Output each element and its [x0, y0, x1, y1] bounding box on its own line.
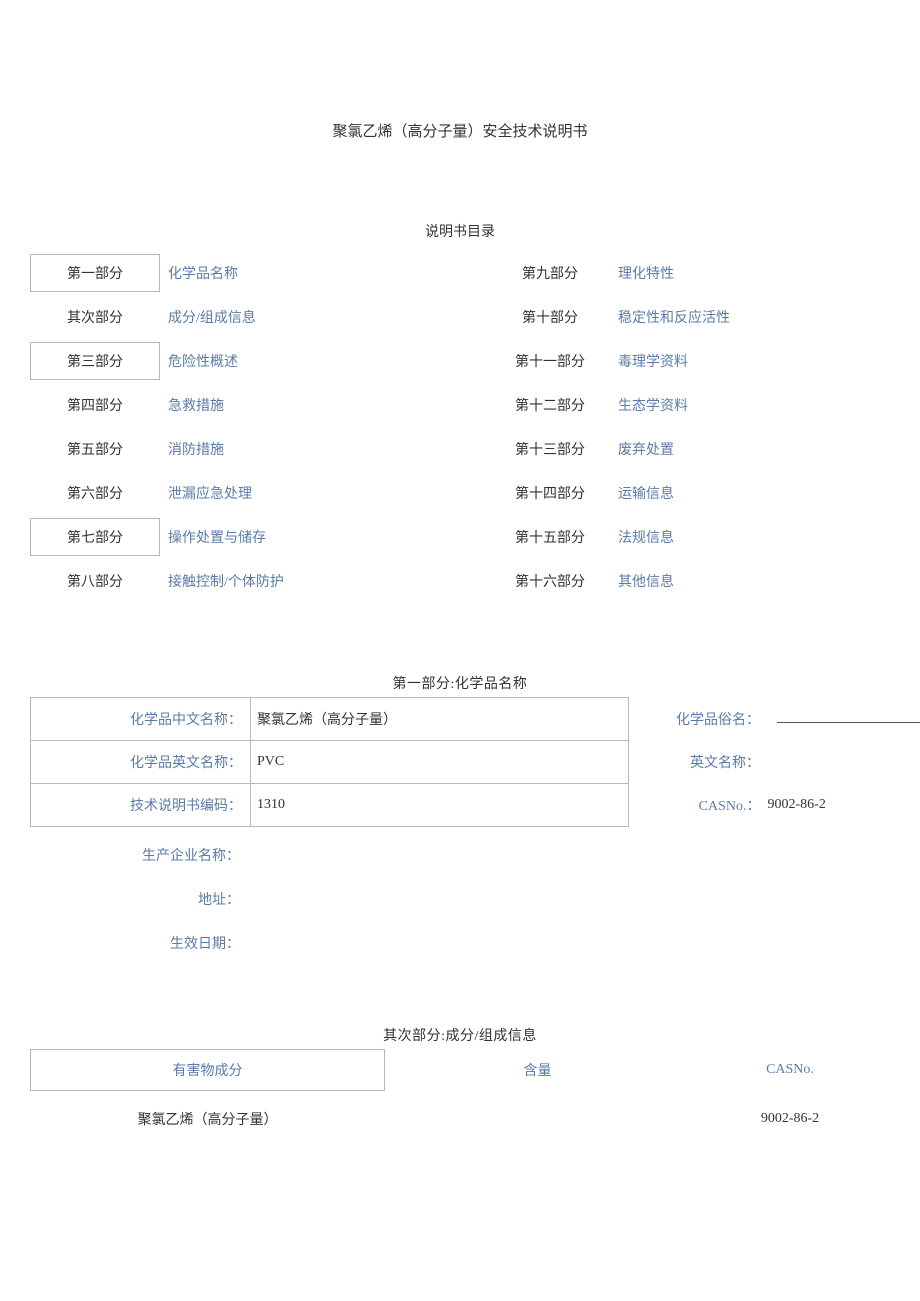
extra-row: 生效日期：: [30, 921, 890, 965]
underline: [777, 722, 920, 723]
extra-row: 生产企业名称：: [30, 833, 890, 877]
toc-left-column: 第一部分化学品名称其次部分成分/组成信息第三部分危险性概述第四部分急救措施第五部…: [30, 251, 470, 603]
toc-link[interactable]: 废弃处置: [610, 439, 674, 459]
toc-row: 第十三部分废弃处置: [490, 427, 890, 471]
toc-part-label: 第四部分: [30, 387, 160, 423]
table-row: 化学品中文名称：聚氯乙烯（高分子量）化学品俗名：: [31, 698, 919, 741]
toc-row: 其次部分成分/组成信息: [30, 295, 470, 339]
field-label: 化学品英文名称：: [31, 741, 251, 784]
toc-row: 第一部分化学品名称: [30, 251, 470, 295]
toc-part-label: 第五部分: [30, 431, 160, 467]
toc-row: 第十一部分毒理学资料: [490, 339, 890, 383]
toc-row: 第六部分泄漏应急处理: [30, 471, 470, 515]
field-value: 聚氯乙烯（高分子量）: [251, 698, 629, 741]
toc-part-label: 第十二部分: [490, 387, 610, 423]
toc-link[interactable]: 急救措施: [160, 395, 224, 415]
toc-row: 第七部分操作处置与储存: [30, 515, 470, 559]
toc-part-label: 第十一部分: [490, 343, 610, 379]
section-2: 其次部分:成分/组成信息 有害物成分 含量 CASNo. 聚氯乙烯（高分子量） …: [30, 1025, 890, 1129]
section-2-title: 其次部分:成分/组成信息: [30, 1025, 890, 1045]
toc-row: 第四部分急救措施: [30, 383, 470, 427]
extra-row: 地址：: [30, 877, 890, 921]
toc-link[interactable]: 接触控制/个体防护: [160, 571, 284, 591]
field-label: 地址：: [30, 889, 248, 909]
toc-row: 第十四部分运输信息: [490, 471, 890, 515]
toc-link[interactable]: 泄漏应急处理: [160, 483, 252, 503]
toc-link[interactable]: 运输信息: [610, 483, 674, 503]
section-2-cell-component: 聚氯乙烯（高分子量）: [30, 1109, 385, 1129]
toc-part-label: 第十四部分: [490, 475, 610, 511]
table-row: 化学品英文名称：PVC英文名称：: [31, 741, 919, 784]
field-label: 化学品俗名：: [629, 698, 767, 741]
toc-row: 第十六部分其他信息: [490, 559, 890, 603]
section-2-data-row: 聚氯乙烯（高分子量） 9002-86-2: [30, 1109, 890, 1129]
toc-link[interactable]: 消防措施: [160, 439, 224, 459]
field-label: 化学品中文名称：: [31, 698, 251, 741]
toc-row: 第八部分接触控制/个体防护: [30, 559, 470, 603]
toc-part-label: 第三部分: [30, 342, 160, 380]
toc-link[interactable]: 危险性概述: [160, 351, 238, 371]
toc-part-label: 第十三部分: [490, 431, 610, 467]
toc-row: 第十五部分法规信息: [490, 515, 890, 559]
toc-part-label: 第六部分: [30, 475, 160, 511]
field-label: CASNo.：: [629, 784, 767, 827]
table-row: 技术说明书编码：1310CASNo.：9002-86-2: [31, 784, 919, 827]
toc-part-label: 第十部分: [490, 299, 610, 335]
field-label: 技术说明书编码：: [31, 784, 251, 827]
toc-part-label: 其次部分: [30, 299, 160, 335]
toc-link[interactable]: 毒理学资料: [610, 351, 688, 371]
toc-link[interactable]: 成分/组成信息: [160, 307, 256, 327]
toc-part-label: 第十五部分: [490, 519, 610, 555]
toc-right-column: 第九部分理化特性第十部分稳定性和反应活性第十一部分毒理学资料第十二部分生态学资料…: [490, 251, 890, 603]
section-2-header-cas: CASNo.: [690, 1062, 890, 1078]
toc-part-label: 第八部分: [30, 563, 160, 599]
toc-link[interactable]: 法规信息: [610, 527, 674, 547]
section-2-header-row: 有害物成分 含量 CASNo.: [30, 1049, 890, 1091]
section-2-header-component: 有害物成分: [30, 1049, 385, 1091]
toc-link[interactable]: 生态学资料: [610, 395, 688, 415]
toc-row: 第三部分危险性概述: [30, 339, 470, 383]
field-value: [767, 698, 919, 741]
toc-part-label: 第十六部分: [490, 563, 610, 599]
field-value: PVC: [251, 741, 629, 784]
toc-title: 说明书目录: [30, 221, 890, 241]
table-of-contents: 第一部分化学品名称其次部分成分/组成信息第三部分危险性概述第四部分急救措施第五部…: [30, 251, 890, 603]
document-title: 聚氯乙烯（高分子量）安全技术说明书: [30, 120, 890, 141]
section-2-header-content: 含量: [385, 1060, 690, 1080]
toc-part-label: 第一部分: [30, 254, 160, 292]
toc-link[interactable]: 其他信息: [610, 571, 674, 591]
field-value: 1310: [251, 784, 629, 827]
toc-link[interactable]: 理化特性: [610, 263, 674, 283]
field-value: 9002-86-2: [767, 784, 919, 827]
section-1-title: 第一部分:化学品名称: [30, 673, 890, 693]
field-value: [767, 741, 919, 784]
toc-part-label: 第九部分: [490, 255, 610, 291]
document-page: 聚氯乙烯（高分子量）安全技术说明书 说明书目录 第一部分化学品名称其次部分成分/…: [0, 0, 920, 1169]
toc-row: 第九部分理化特性: [490, 251, 890, 295]
section-2-cell-cas: 9002-86-2: [690, 1111, 890, 1127]
toc-row: 第十部分稳定性和反应活性: [490, 295, 890, 339]
toc-part-label: 第七部分: [30, 518, 160, 556]
toc-link[interactable]: 操作处置与储存: [160, 527, 266, 547]
section-1-extra: 生产企业名称： 地址： 生效日期：: [30, 833, 890, 965]
toc-row: 第五部分消防措施: [30, 427, 470, 471]
field-label: 生效日期：: [30, 933, 248, 953]
toc-link[interactable]: 稳定性和反应活性: [610, 307, 730, 327]
toc-row: 第十二部分生态学资料: [490, 383, 890, 427]
field-label: 生产企业名称：: [30, 845, 248, 865]
section-1-table: 化学品中文名称：聚氯乙烯（高分子量）化学品俗名：化学品英文名称：PVC英文名称：…: [30, 697, 919, 827]
field-label: 英文名称：: [629, 741, 767, 784]
toc-link[interactable]: 化学品名称: [160, 263, 238, 283]
